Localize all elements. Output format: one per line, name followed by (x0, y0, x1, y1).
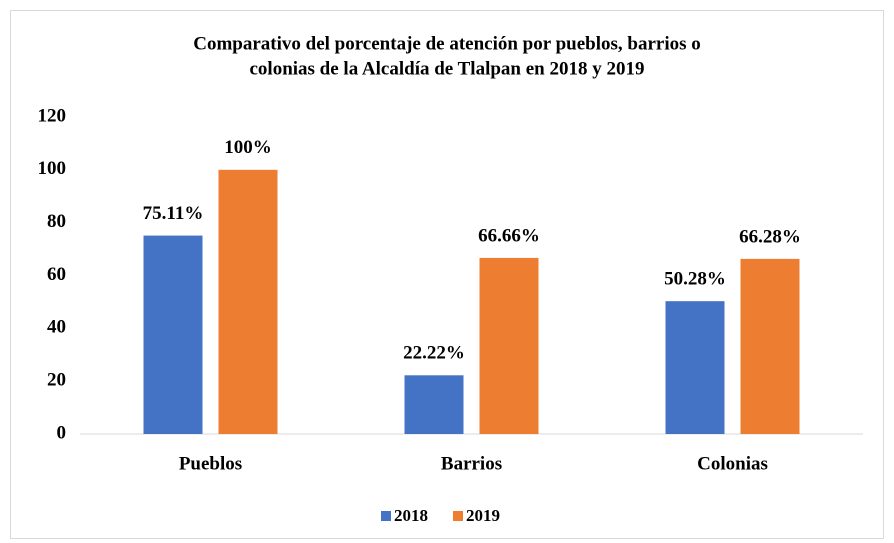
bar (479, 257, 539, 434)
legend-swatch (381, 511, 391, 521)
legend-swatch (453, 511, 463, 521)
data-label: 75.11% (143, 203, 204, 224)
y-tick-label: 0 (57, 422, 67, 443)
bar (740, 258, 800, 434)
x-tick-label: Barrios (441, 453, 502, 474)
data-label: 100% (224, 137, 272, 158)
legend-label: 2018 (394, 506, 428, 525)
y-tick-label: 20 (47, 370, 66, 391)
chart-title: colonias de la Alcaldía de Tlalpan en 20… (249, 58, 644, 79)
bar (665, 301, 725, 434)
y-tick-label: 120 (38, 105, 67, 126)
data-label: 22.22% (403, 343, 465, 364)
bar (404, 375, 464, 434)
chart-title: Comparativo del porcentaje de atención p… (193, 33, 701, 54)
data-label: 66.28% (739, 226, 801, 247)
x-tick-label: Colonias (697, 453, 768, 474)
x-tick-label: Pueblos (179, 453, 242, 474)
bar (143, 235, 203, 434)
y-tick-label: 80 (47, 211, 66, 232)
y-tick-label: 40 (47, 317, 66, 338)
data-label: 66.66% (478, 225, 540, 246)
bar (218, 169, 278, 435)
data-label: 50.28% (664, 269, 726, 290)
y-tick-label: 60 (47, 264, 66, 285)
y-tick-label: 100 (38, 158, 67, 179)
legend-label: 2019 (466, 506, 500, 525)
